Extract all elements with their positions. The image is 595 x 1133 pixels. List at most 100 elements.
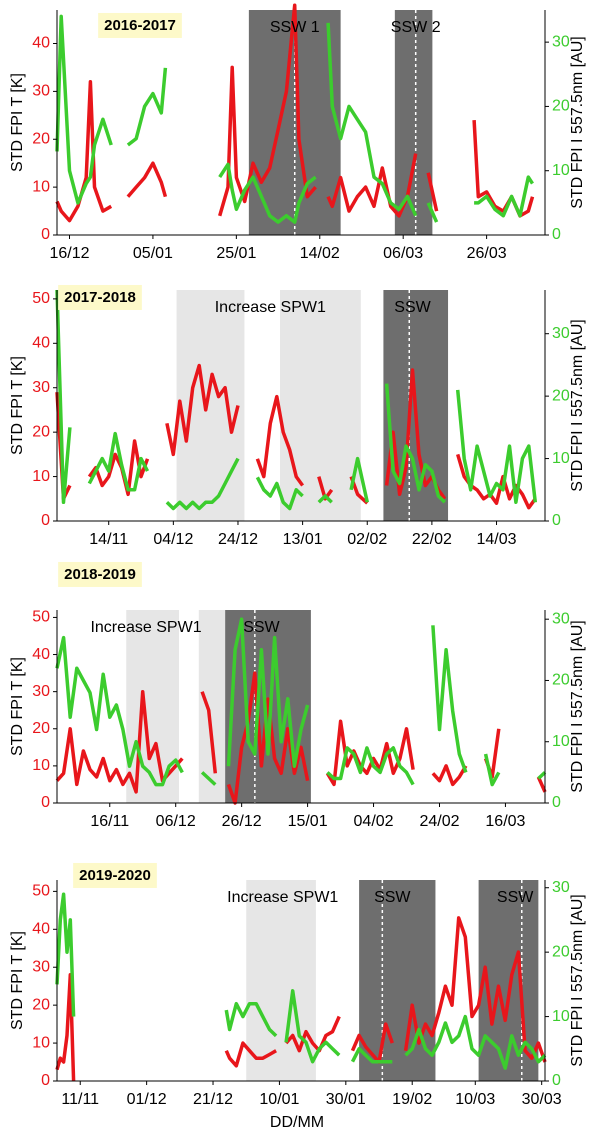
data-line: [55, 671, 547, 805]
y-tick-label: 0: [41, 1072, 50, 1089]
x-tick-label: 14/03: [476, 531, 516, 548]
annotation: SSW: [243, 619, 280, 636]
x-tick-label: 24/12: [218, 531, 258, 548]
x-tick-label: 26/12: [222, 813, 262, 830]
y2-tick-label: 20: [552, 387, 570, 404]
data-line: [55, 3, 535, 223]
x-tick-label: 14/11: [89, 531, 128, 548]
y-tick-label: 40: [32, 646, 50, 663]
y2-axis-label: STD FPI I 557.5nm [AU]: [569, 319, 586, 492]
y-tick-label: 0: [41, 512, 50, 529]
title-bg: [73, 862, 157, 888]
y2-axis-label: STD FPI I 557.5nm [AU]: [569, 620, 586, 793]
data-line: [55, 892, 547, 1070]
shaded-span: [394, 10, 433, 235]
x-tick-label: 30/03: [522, 1091, 562, 1108]
data-line: [55, 289, 538, 511]
annotation: SSW 1: [270, 19, 320, 36]
title-box: [73, 862, 157, 888]
x-tick-label: 14/02: [300, 245, 340, 262]
y2-tick-label: 0: [552, 226, 561, 243]
x-tick-label: 10/03: [455, 1091, 495, 1108]
y-tick-label: 50: [32, 883, 50, 900]
y2-tick-label: 0: [552, 512, 561, 529]
y2-tick-label: 0: [552, 794, 561, 811]
y-axis-label: STD FPI T [K]: [9, 657, 26, 756]
y-tick-label: 50: [32, 609, 50, 626]
annotation: SSW 2: [391, 19, 441, 36]
title-box: [98, 12, 182, 38]
shaded-span: [176, 290, 245, 521]
y-tick-label: 20: [32, 423, 50, 440]
x-tick-label: 19/02: [392, 1091, 432, 1108]
y2-tick-label: 20: [552, 672, 570, 689]
y-tick-label: 10: [32, 468, 50, 485]
data-line: [55, 916, 547, 1082]
y2-axis-label: STD FPI I 557.5nm [AU]: [569, 894, 586, 1067]
shaded-span: [246, 880, 316, 1081]
x-tick-label: 10/01: [259, 1091, 299, 1108]
y2-axis-label: STD FPI I 557.5nm [AU]: [569, 36, 586, 209]
y-tick-label: 0: [41, 794, 50, 811]
data-line: [55, 617, 547, 787]
y2-tick-label: 10: [552, 450, 570, 467]
x-tick-label: 26/03: [467, 245, 507, 262]
x-tick-label: 16/03: [485, 813, 525, 830]
y2-tick-label: 20: [552, 98, 570, 115]
shaded-span: [198, 610, 226, 803]
y-axis-label: STD FPI T [K]: [9, 356, 26, 455]
x-tick-label: 06/03: [383, 245, 423, 262]
y-tick-label: 30: [32, 683, 50, 700]
shaded-span: [126, 610, 179, 803]
y-tick-label: 30: [32, 83, 50, 100]
x-tick-label: 16/11: [90, 813, 129, 830]
y-tick-label: 30: [32, 958, 50, 975]
y-axis-label: STD FPI T [K]: [9, 73, 26, 172]
annotation: SSW: [394, 299, 431, 316]
title-bg: [58, 284, 142, 310]
y2-tick-label: 30: [552, 879, 570, 896]
annotation: Increase SPW1: [227, 889, 338, 906]
x-tick-label: 30/01: [326, 1091, 366, 1108]
annotation: SSW: [374, 889, 411, 906]
data-line: [55, 14, 534, 224]
annotation: Increase SPW1: [215, 299, 326, 316]
y2-tick-label: 20: [552, 943, 570, 960]
panel-title: 2017-2018: [64, 289, 136, 306]
annotation: Increase SPW1: [90, 619, 201, 636]
x-axis-label: DD/MM: [270, 1114, 324, 1131]
y2-tick-label: 10: [552, 162, 570, 179]
title-box: [58, 284, 142, 310]
x-tick-label: 25/01: [216, 245, 256, 262]
x-tick-label: 04/02: [354, 813, 394, 830]
y-tick-label: 10: [32, 178, 50, 195]
title-bg: [98, 12, 182, 38]
x-tick-label: 06/12: [156, 813, 196, 830]
x-tick-label: 22/02: [412, 531, 452, 548]
x-tick-label: 01/12: [127, 1091, 167, 1108]
y-tick-label: 20: [32, 720, 50, 737]
y-tick-label: 20: [32, 996, 50, 1013]
x-tick-label: 04/12: [153, 531, 193, 548]
y-tick-label: 20: [32, 130, 50, 147]
y-tick-label: 0: [41, 226, 50, 243]
title-bg: [58, 561, 142, 587]
y2-tick-label: 0: [552, 1072, 561, 1089]
title-box: [58, 561, 142, 587]
annotation: SSW: [497, 889, 534, 906]
x-tick-label: 21/12: [193, 1091, 233, 1108]
panel-title: 2018-2019: [64, 566, 136, 583]
y-tick-label: 50: [32, 290, 50, 307]
y-tick-label: 40: [32, 335, 50, 352]
y2-tick-label: 10: [552, 1008, 570, 1025]
y-axis-label: STD FPI T [K]: [9, 931, 26, 1030]
panel-title: 2016-2017: [104, 17, 176, 34]
panel-title: 2019-2020: [79, 867, 151, 884]
y-tick-label: 40: [32, 35, 50, 52]
y2-tick-label: 30: [552, 33, 570, 50]
y2-tick-label: 30: [552, 610, 570, 627]
y-tick-label: 40: [32, 921, 50, 938]
x-tick-label: 16/12: [49, 245, 89, 262]
y-tick-label: 30: [32, 379, 50, 396]
